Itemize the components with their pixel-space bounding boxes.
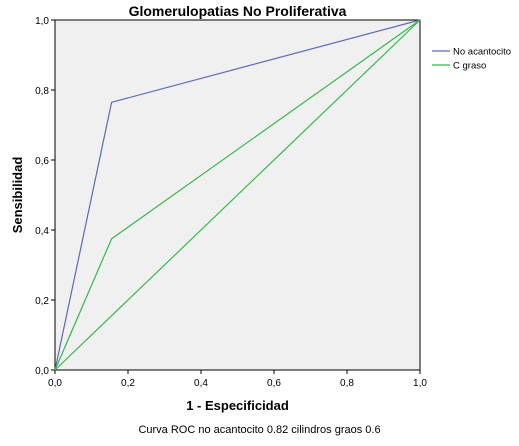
x-tick-label: 0,6: [267, 378, 281, 389]
series-lines: [54, 19, 421, 371]
axis-ticks: 0,0 0,2 0,4 0,6 0,8 1,0 0,0 0,2 0,4 0,6 0,8 1,0: [35, 16, 427, 389]
y-tick-label: 0,0: [35, 366, 49, 377]
y-tick-label: 0,2: [35, 296, 49, 307]
y-tick-label: 0,4: [35, 226, 49, 237]
x-tick-label: 0,0: [48, 378, 62, 389]
x-tick-label: 0,8: [340, 378, 354, 389]
y-tick-label: 0,8: [35, 86, 49, 97]
y-tick-label: 0,6: [35, 156, 49, 167]
legend-label-no-acantocito: No acantocito: [453, 47, 511, 58]
x-tick-label: 0,2: [121, 378, 135, 389]
x-axis-title: 1 - Especificidad: [186, 398, 289, 413]
y-tick-label: 1,0: [35, 16, 49, 27]
legend-label-c-graso: C graso: [453, 61, 486, 72]
x-tick-label: 1,0: [413, 378, 427, 389]
caption: Curva ROC no acantocito 0.82 cilindros g…: [138, 424, 381, 436]
series-line-no-acantocito: [54, 19, 421, 371]
reference-diagonal-line: [54, 19, 421, 371]
series-line-c-graso: [54, 19, 421, 371]
x-tick-label: 0,4: [194, 378, 208, 389]
legend: No acantocito C graso: [432, 47, 511, 72]
chart-title: Glomerulopatias No Proliferativa: [129, 3, 347, 19]
y-axis-title: Sensibilidad: [10, 157, 25, 234]
